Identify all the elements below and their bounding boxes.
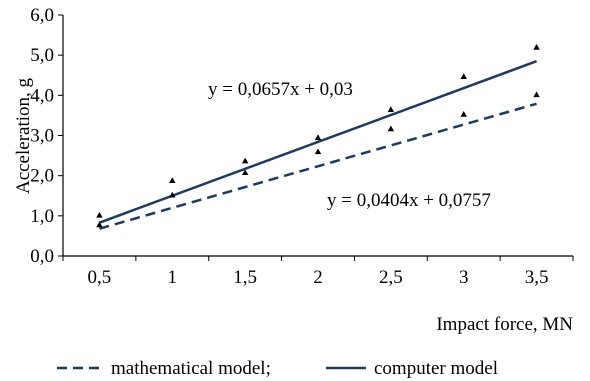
data-point xyxy=(387,106,395,112)
y-tick-label: 2,0 xyxy=(30,166,54,187)
axis-ticks: 0,0 1,0 2,0 3,0 4,0 5,0 6,0 0,5 1 1,5 2 2,5 3 3,5 xyxy=(30,5,574,288)
x-tick-label: 2 xyxy=(313,267,323,288)
y-tick-label: 3,0 xyxy=(30,126,54,147)
x-tick-label: 3 xyxy=(459,267,469,288)
data-point xyxy=(460,73,467,80)
y-axis-title: Acceleration, g xyxy=(13,77,34,194)
x-tick-label: 3,5 xyxy=(525,267,549,288)
equation-label-computer: y = 0,0657x + 0,03 xyxy=(208,79,353,100)
data-point xyxy=(96,221,103,228)
x-tick-label: 2,5 xyxy=(379,267,403,288)
legend: mathematical model; computer model xyxy=(57,358,498,379)
x-axis-title: Impact force, MN xyxy=(436,314,573,335)
data-point xyxy=(96,211,103,218)
data-point xyxy=(387,125,395,132)
y-tick-label: 0,0 xyxy=(30,246,54,267)
legend-label-computer: computer model xyxy=(374,358,498,379)
x-tick-label: 1,5 xyxy=(233,267,257,288)
data-point xyxy=(314,134,322,141)
y-tick-label: 4,0 xyxy=(30,85,54,106)
mathematical-model-line xyxy=(99,102,537,230)
data-point xyxy=(241,157,249,164)
x-tick-label: 1 xyxy=(168,267,178,288)
y-tick-label: 6,0 xyxy=(30,5,54,26)
y-tick-label: 1,0 xyxy=(30,206,54,227)
data-point xyxy=(533,91,540,98)
data-points xyxy=(96,43,540,228)
data-point xyxy=(169,191,176,198)
data-point xyxy=(169,177,176,184)
equation-label-mathematical: y = 0,0404x + 0,0757 xyxy=(327,190,491,211)
data-point xyxy=(241,169,249,176)
y-tick-label: 5,0 xyxy=(30,45,54,66)
data-point xyxy=(460,111,467,117)
data-point xyxy=(314,148,322,155)
data-point xyxy=(533,43,540,50)
legend-label-mathematical: mathematical model; xyxy=(111,358,271,379)
x-tick-label: 0,5 xyxy=(88,267,112,288)
